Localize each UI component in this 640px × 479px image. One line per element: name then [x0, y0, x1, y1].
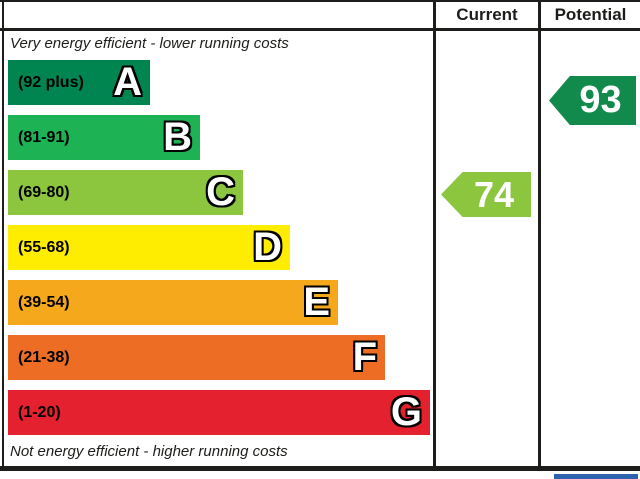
- band-range-label: (69-80): [18, 183, 70, 201]
- band-range-label: (39-54): [18, 293, 70, 311]
- band-letter: G: [390, 390, 422, 434]
- band-range-label: (55-68): [18, 238, 70, 256]
- band-range-label: (1-20): [18, 403, 61, 421]
- current-column-divider: [433, 0, 436, 471]
- partial-blue-box: [554, 474, 638, 479]
- caption-very-efficient: Very energy efficient - lower running co…: [10, 35, 289, 52]
- band-row-d: (55-68) D: [8, 225, 290, 270]
- column-header-potential: Potential: [554, 5, 627, 24]
- band-range-label: (92 plus): [18, 73, 84, 91]
- band-letter: B: [163, 115, 192, 159]
- band-row-g: (1-20) G: [8, 390, 430, 435]
- table-left-border: [2, 0, 4, 471]
- band-row-b: (81-91) B: [8, 115, 200, 160]
- band-letter: A: [113, 60, 142, 104]
- potential-rating-value: 93: [579, 79, 622, 121]
- caption-not-efficient: Not energy efficient - higher running co…: [10, 443, 288, 460]
- band-row-e: (39-54) E: [8, 280, 338, 325]
- table-bottom-border: [0, 466, 640, 471]
- band-letter: C: [206, 170, 235, 214]
- band-row-a: (92 plus) A: [8, 60, 150, 105]
- column-header-current: Current: [456, 5, 518, 24]
- current-rating-arrow: 74: [441, 172, 531, 217]
- band-row-f: (21-38) F: [8, 335, 385, 380]
- band-letter: F: [352, 335, 377, 379]
- potential-rating-arrow: 93: [549, 76, 636, 125]
- table-top-border: [0, 0, 640, 2]
- potential-column-divider: [538, 0, 541, 471]
- band-range-label: (21-38): [18, 348, 70, 366]
- band-letter: D: [253, 225, 282, 269]
- current-rating-value: 74: [473, 173, 515, 215]
- band-row-c: (69-80) C: [8, 170, 243, 215]
- band-letter: E: [303, 280, 330, 324]
- band-range-label: (81-91): [18, 128, 70, 146]
- header-separator: [0, 28, 640, 31]
